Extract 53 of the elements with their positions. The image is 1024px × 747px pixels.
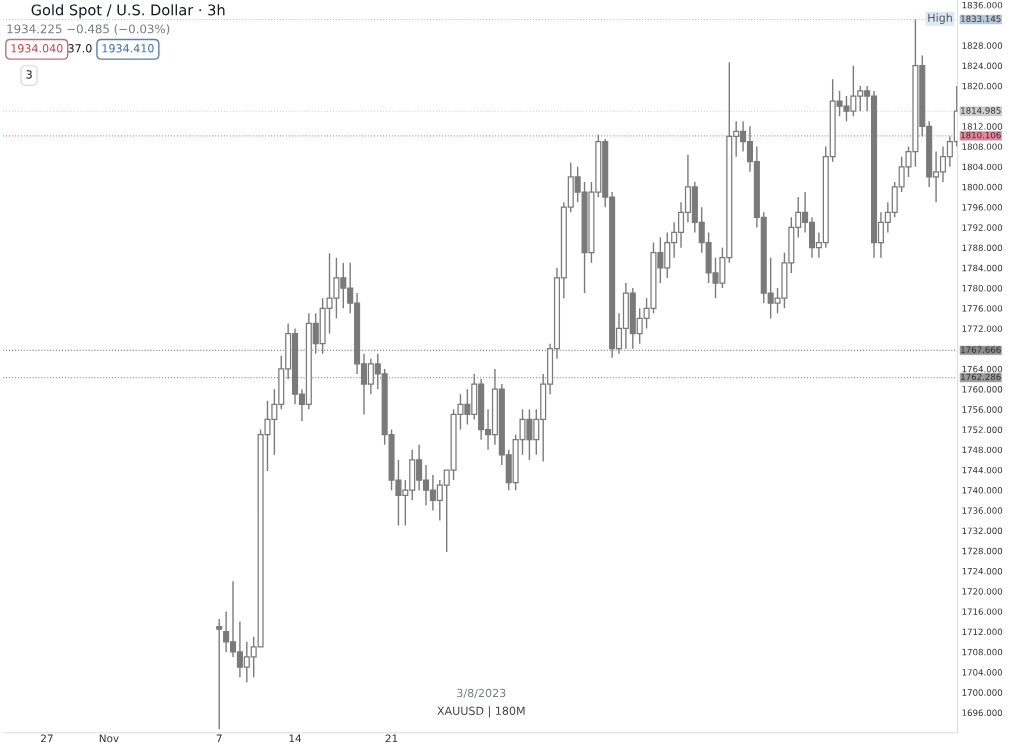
y-tick-label: 1772.000 <box>962 325 1003 332</box>
annotation: 1934.040 <box>11 44 63 53</box>
y-tick-label: 1728.000 <box>962 547 1003 555</box>
y-tick-label: 1812.000 <box>962 123 1003 130</box>
y-tick-label: 1820.000 <box>962 82 1003 90</box>
x-tick-label: 21 <box>385 734 398 743</box>
y-tick-label: 1796.000 <box>962 204 1003 211</box>
y-tick-label: 1740.000 <box>962 487 1003 494</box>
annotation: 3/8/2023 <box>457 688 506 699</box>
annotation: High <box>928 13 952 25</box>
y-tick-label: 1760.000 <box>962 386 1003 393</box>
x-tick-label: Nov <box>99 734 119 743</box>
ref-line-label: 1810.106 <box>961 131 1001 139</box>
x-tick-label: 7 <box>216 734 222 743</box>
y-tick-label: 1744.000 <box>962 466 1003 474</box>
y-tick-label: 1784.000 <box>962 264 1003 272</box>
x-tick-label: 14 <box>289 734 302 743</box>
chart-title: Gold Spot / U.S. Dollar · 3h <box>31 4 225 19</box>
y-tick-label: 1696.000 <box>962 709 1003 716</box>
ref-line-label: 1762.286 <box>961 373 1001 381</box>
y-tick-label: 1836.000 <box>962 1 1003 9</box>
candlestick <box>216 618 223 730</box>
y-tick-label: 1808.000 <box>962 143 1003 150</box>
y-tick-label: 1712.000 <box>962 628 1003 636</box>
annotation: 1934.410 <box>102 44 154 53</box>
y-tick-label: 1824.000 <box>962 62 1003 70</box>
y-tick-label: 1800.000 <box>962 183 1003 191</box>
y-tick-label: 1780.000 <box>962 284 1003 292</box>
y-tick-label: 1788.000 <box>962 244 1003 252</box>
ref-line-label: 1814.985 <box>961 107 1001 114</box>
y-tick-label: 1792.000 <box>962 224 1003 231</box>
y-tick-label: 1708.000 <box>962 648 1003 656</box>
ref-line-label: 1833.145 <box>961 15 1001 22</box>
text: 3 <box>26 70 32 79</box>
x-tick-label: 27 <box>41 734 53 743</box>
y-tick-label: 1764.000 <box>962 365 1003 373</box>
text: 1934.225 −0.485 (−0.03%) <box>7 24 170 35</box>
y-tick-label: 1736.000 <box>962 507 1003 514</box>
y-tick-label: 1828.000 <box>962 42 1003 49</box>
y-tick-label: 1732.000 <box>962 527 1003 535</box>
y-tick-label: 1700.000 <box>962 689 1003 696</box>
y-tick-label: 1704.000 <box>962 669 1003 676</box>
y-tick-label: 1720.000 <box>962 588 1003 595</box>
annotation: 37.0 <box>68 44 92 53</box>
y-tick-label: 1748.000 <box>962 446 1003 454</box>
y-tick-label: 1724.000 <box>962 567 1003 575</box>
y-tick-label: 1804.000 <box>962 163 1003 171</box>
y-tick-label: 1752.000 <box>962 426 1003 433</box>
annotation: XAUUSD | 180M <box>437 706 525 718</box>
ref-line-label: 1767.666 <box>961 346 1001 353</box>
y-tick-label: 1716.000 <box>962 608 1003 615</box>
y-tick-label: 1756.000 <box>962 406 1003 413</box>
y-tick-label: 1776.000 <box>962 305 1003 312</box>
